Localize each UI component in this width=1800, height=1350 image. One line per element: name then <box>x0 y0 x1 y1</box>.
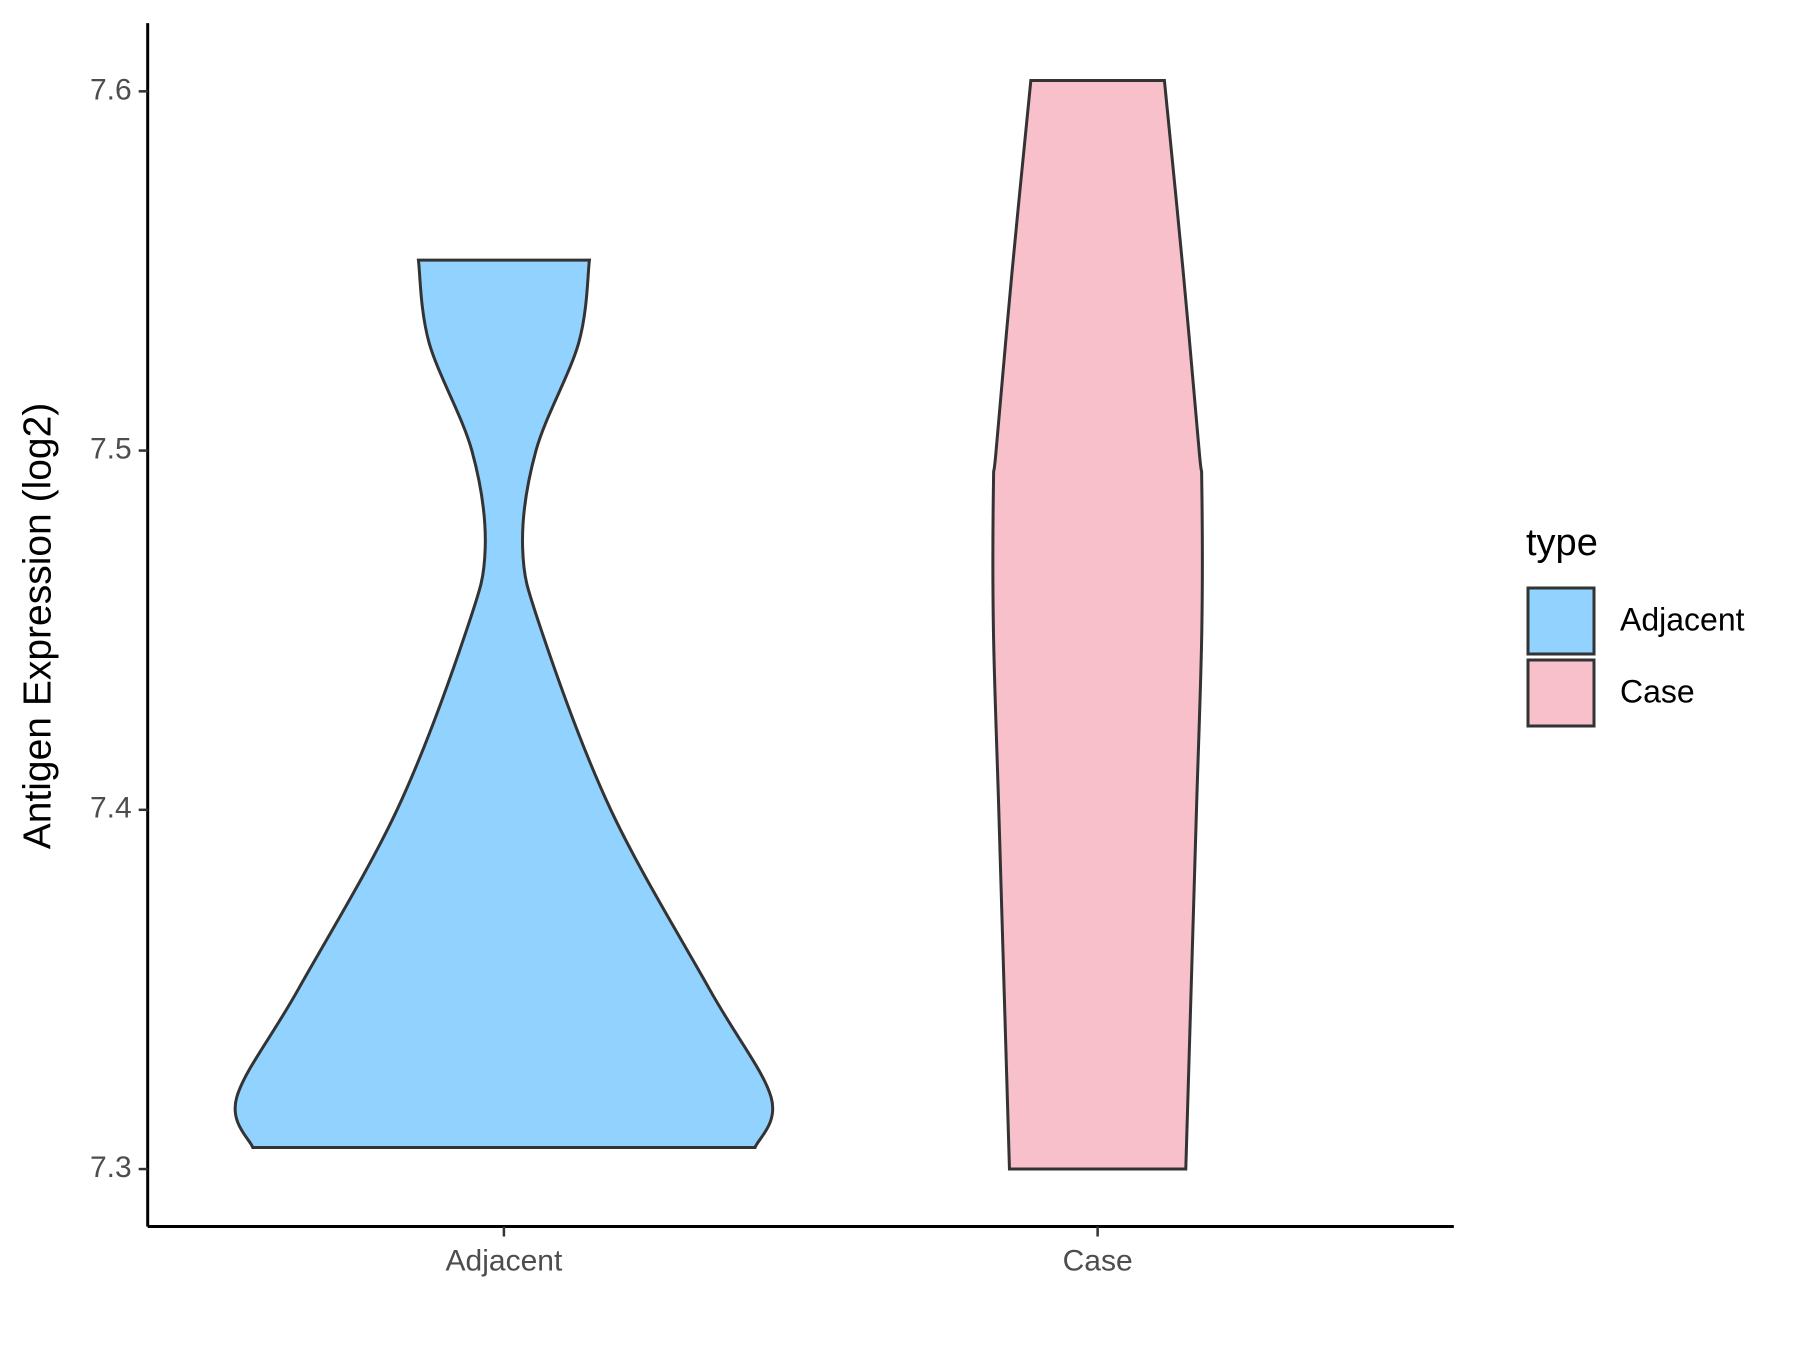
x-tick-label: Case <box>1063 1244 1133 1277</box>
y-tick-label: 7.3 <box>90 1151 132 1184</box>
legend-key <box>1526 658 1596 728</box>
violin <box>233 258 775 1150</box>
legend-title: type <box>1526 522 1598 564</box>
y-tick-label: 7.5 <box>90 432 132 465</box>
legend-label: Case <box>1620 673 1695 709</box>
y-tick-label: 7.4 <box>90 792 132 825</box>
legend-key <box>1526 586 1596 656</box>
y-axis-title: Antigen Expression (log2) <box>16 403 59 850</box>
x-tick-label: Adjacent <box>446 1244 563 1277</box>
y-tick-label: 7.6 <box>90 73 132 106</box>
violin <box>991 79 1204 1171</box>
legend-label: Adjacent <box>1620 601 1745 637</box>
